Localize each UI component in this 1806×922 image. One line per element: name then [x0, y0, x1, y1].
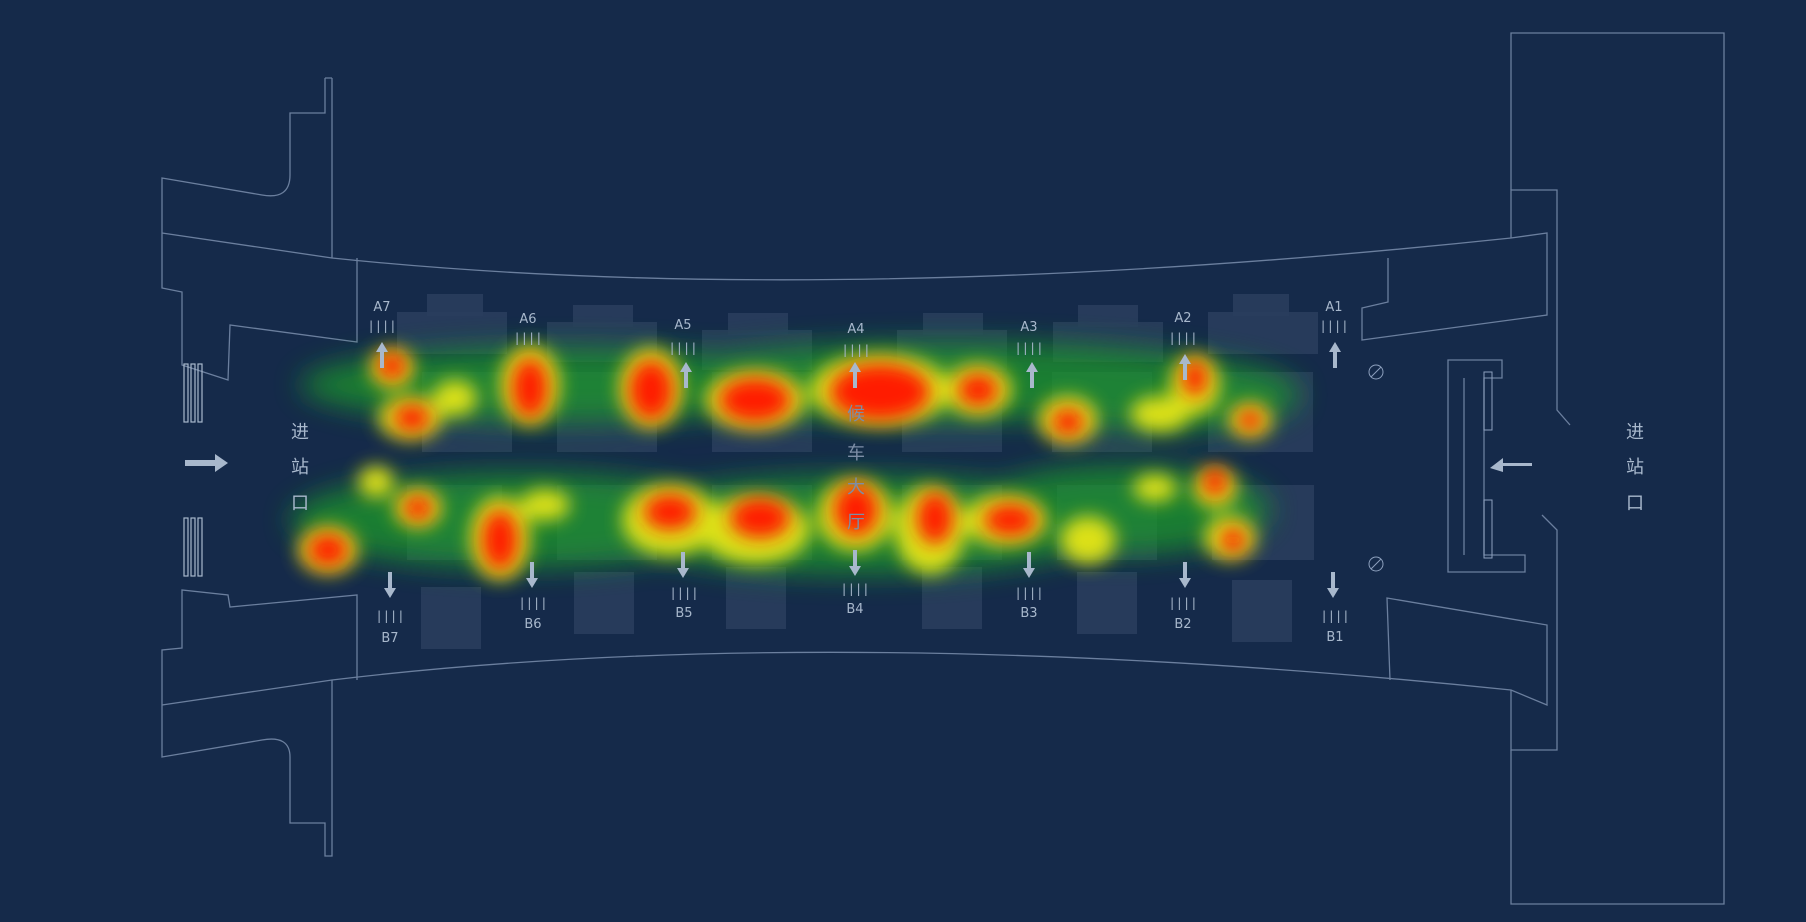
floor-outline — [161, 32, 1725, 905]
arrow-left-icon — [1490, 458, 1532, 472]
gate-B5: B5 — [675, 606, 692, 621]
svg-text:||||: |||| — [1169, 596, 1198, 610]
direction-arrows — [185, 342, 1532, 598]
svg-text:||||: |||| — [368, 319, 397, 333]
heatmap-layer — [290, 342, 1300, 580]
left-entrance-label: 进 站 口 — [291, 422, 309, 514]
gate-B2: B2 — [1174, 617, 1191, 632]
svg-text:车: 车 — [847, 443, 865, 464]
down-arrow-icons — [384, 550, 1339, 598]
svg-text:||||: |||| — [1320, 319, 1349, 333]
gate-B6: B6 — [524, 617, 541, 632]
svg-text:||||: |||| — [1321, 609, 1350, 623]
gate-B3: B3 — [1020, 606, 1037, 621]
svg-text:厅: 厅 — [847, 512, 865, 533]
svg-text:进: 进 — [1626, 422, 1644, 443]
svg-text:||||: |||| — [841, 582, 870, 596]
gate-A2: A2 — [1174, 311, 1191, 326]
svg-text:站: 站 — [1626, 457, 1644, 478]
svg-text:||||: |||| — [519, 596, 548, 610]
gate-B7: B7 — [381, 631, 398, 646]
svg-text:||||: |||| — [670, 586, 699, 600]
right-gate-structure — [1447, 359, 1526, 573]
right-entrance-label: 进 站 口 — [1626, 422, 1644, 514]
svg-text:口: 口 — [1626, 493, 1644, 514]
svg-text:口: 口 — [291, 493, 309, 514]
left-turnstiles — [183, 363, 203, 577]
svg-text:候: 候 — [847, 404, 865, 425]
gate-A4: A4 — [847, 322, 864, 337]
svg-text:站: 站 — [291, 457, 309, 478]
gate-labels-top: A7 |||| A6 |||| A5 |||| A4 |||| A3 |||| … — [368, 300, 1349, 357]
svg-text:||||: |||| — [1015, 341, 1044, 355]
svg-text:||||: |||| — [669, 341, 698, 355]
gate-A3: A3 — [1020, 320, 1037, 335]
gate-A1: A1 — [1325, 300, 1342, 315]
svg-text:大: 大 — [847, 477, 865, 498]
gate-labels-bottom: |||| B7 |||| B6 |||| B5 |||| B4 |||| B3 … — [376, 582, 1350, 646]
svg-text:||||: |||| — [376, 609, 405, 623]
waiting-hall-label: 候 车 大 厅 — [847, 404, 865, 533]
gate-A6: A6 — [519, 312, 536, 327]
svg-text:||||: |||| — [1015, 586, 1044, 600]
up-arrow-icons — [376, 342, 1341, 388]
svg-text:||||: |||| — [514, 331, 543, 345]
gate-B1: B1 — [1326, 630, 1343, 645]
svg-text:||||: |||| — [842, 343, 871, 357]
no-entry-markers — [1368, 364, 1384, 572]
gate-B4: B4 — [846, 602, 863, 617]
svg-text:进: 进 — [291, 422, 309, 443]
gate-A7: A7 — [373, 300, 390, 315]
gate-A5: A5 — [674, 318, 691, 333]
svg-text:||||: |||| — [1169, 331, 1198, 345]
arrow-right-icon — [185, 454, 228, 472]
